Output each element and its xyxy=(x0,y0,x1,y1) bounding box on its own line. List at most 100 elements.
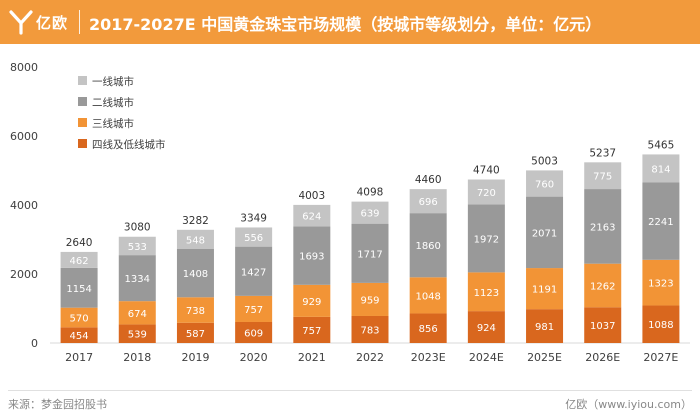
data-label-tier1: 696 xyxy=(419,197,438,208)
x-tick-label: 2025E xyxy=(527,351,562,364)
bar-segment-tier2 xyxy=(584,189,622,264)
bar-segment-tier4 xyxy=(584,307,622,343)
bar-segment-tier4 xyxy=(642,305,680,343)
total-label: 4740 xyxy=(473,165,500,177)
data-label-tier1: 814 xyxy=(651,164,670,175)
x-tick-label: 2020 xyxy=(240,351,268,364)
bar-segment-tier4 xyxy=(351,315,389,343)
data-label-tier1: 548 xyxy=(186,235,205,246)
bar-segment-tier4 xyxy=(235,321,273,343)
y-tick-label: 2000 xyxy=(10,268,38,281)
y-tick-label: 4000 xyxy=(10,199,38,212)
bar-segment-tier4 xyxy=(409,313,447,343)
data-label-tier2: 1154 xyxy=(66,284,91,295)
data-label-tier4: 981 xyxy=(535,322,554,333)
bar-segment-tier1 xyxy=(526,170,564,197)
data-label-tier4: 539 xyxy=(128,330,147,341)
bar-segment-tier2 xyxy=(409,213,447,278)
bar-segment-tier3 xyxy=(293,284,331,317)
bar-segment-tier3 xyxy=(409,277,447,314)
bar-segment-tier2 xyxy=(235,246,273,296)
x-tick-label: 2019 xyxy=(181,351,209,364)
bar-segment-tier3 xyxy=(351,282,389,316)
data-label-tier2: 1860 xyxy=(415,241,440,252)
bar-segment-tier4 xyxy=(293,316,331,343)
data-label-tier3: 1323 xyxy=(648,279,673,290)
footer-divider xyxy=(8,390,692,391)
data-label-tier1: 720 xyxy=(477,188,496,199)
x-tick-label: 2018 xyxy=(123,351,151,364)
footer-source: 来源：梦金园招股书 xyxy=(8,398,107,411)
total-label: 4098 xyxy=(357,187,384,199)
header-bar: 亿欧 2017-2027E 中国黄金珠宝市场规模（按城市等级划分，单位：亿元） xyxy=(0,0,700,44)
bar-segment-tier4 xyxy=(176,322,214,343)
bar-segment-tier1 xyxy=(235,227,273,247)
bar-segment-tier4 xyxy=(467,311,505,343)
data-label-tier4: 924 xyxy=(477,323,496,334)
bar-segment-tier1 xyxy=(293,204,331,227)
data-label-tier4: 1088 xyxy=(648,320,673,331)
total-label: 2640 xyxy=(66,237,93,249)
data-label-tier4: 856 xyxy=(419,324,438,335)
legend-swatch-tier4 xyxy=(78,139,87,148)
total-label: 5237 xyxy=(589,147,616,159)
x-tick-label: 2026E xyxy=(585,351,620,364)
bar-segment-tier1 xyxy=(584,162,622,190)
data-label-tier3: 929 xyxy=(302,297,321,308)
data-label-tier2: 1427 xyxy=(241,267,266,278)
page-title: 2017-2027E 中国黄金珠宝市场规模（按城市等级划分，单位：亿元） xyxy=(89,15,602,34)
bar-segment-tier3 xyxy=(60,307,98,328)
bar-segment-tier4 xyxy=(60,327,98,343)
bar-segment-tier1 xyxy=(176,229,214,249)
bar-segment-tier4 xyxy=(526,309,564,343)
bar-segment-tier3 xyxy=(526,268,564,310)
data-label-tier2: 1972 xyxy=(474,234,499,245)
bar-segment-tier3 xyxy=(235,295,273,322)
bar-segment-tier1 xyxy=(467,179,505,205)
total-label: 4460 xyxy=(415,174,442,186)
total-label: 5003 xyxy=(531,155,558,167)
data-label-tier4: 609 xyxy=(244,328,263,339)
data-label-tier3: 738 xyxy=(186,306,205,317)
bar-segment-tier2 xyxy=(118,255,156,302)
bar-segment-tier3 xyxy=(642,259,680,306)
bar-segment-tier2 xyxy=(467,204,505,273)
bar-segment-tier2 xyxy=(60,267,98,308)
yiou-logo-icon xyxy=(9,10,33,35)
bar-segment-tier1 xyxy=(409,189,447,214)
x-tick-label: 2022 xyxy=(356,351,384,364)
legend-swatch-tier2 xyxy=(78,97,87,106)
x-tick-label: 2017 xyxy=(65,351,93,364)
footer-brand: 亿欧（www.iyiou.com） xyxy=(565,398,692,411)
total-label: 4003 xyxy=(298,190,325,202)
data-label-tier2: 1334 xyxy=(125,274,150,285)
bar-segment-tier1 xyxy=(351,201,389,224)
data-label-tier1: 556 xyxy=(244,233,263,244)
data-label-tier2: 2163 xyxy=(590,222,615,233)
total-label: 3080 xyxy=(124,222,151,234)
data-label-tier1: 775 xyxy=(593,172,612,183)
y-tick-label: 6000 xyxy=(10,130,38,143)
total-label: 3349 xyxy=(240,212,267,224)
data-label-tier2: 1717 xyxy=(357,249,382,260)
bar-segment-tier2 xyxy=(176,248,214,298)
bar-segment-tier1 xyxy=(642,154,680,183)
total-label: 5465 xyxy=(648,139,675,151)
data-label-tier4: 454 xyxy=(70,331,89,342)
legend-label: 一线城市 xyxy=(92,75,134,88)
data-label-tier2: 1693 xyxy=(299,252,324,263)
bar-segment-tier2 xyxy=(642,182,680,260)
y-tick-label: 8000 xyxy=(10,61,38,74)
data-label-tier1: 760 xyxy=(535,180,554,191)
bar-segment-tier3 xyxy=(584,263,622,308)
data-label-tier2: 2241 xyxy=(648,217,673,228)
data-label-tier4: 1037 xyxy=(590,321,615,332)
data-label-tier3: 1191 xyxy=(532,285,557,296)
bar-segment-tier3 xyxy=(118,301,156,325)
x-tick-label: 2021 xyxy=(298,351,326,364)
total-label: 3282 xyxy=(182,215,209,227)
stacked-bar-chart: 0 2000 4000 6000 8000 454 570 1154 462 2640 2017 53… xyxy=(10,61,690,364)
bar-segment-tier4 xyxy=(118,324,156,343)
data-label-tier4: 783 xyxy=(360,325,379,336)
data-label-tier1: 533 xyxy=(128,242,147,253)
